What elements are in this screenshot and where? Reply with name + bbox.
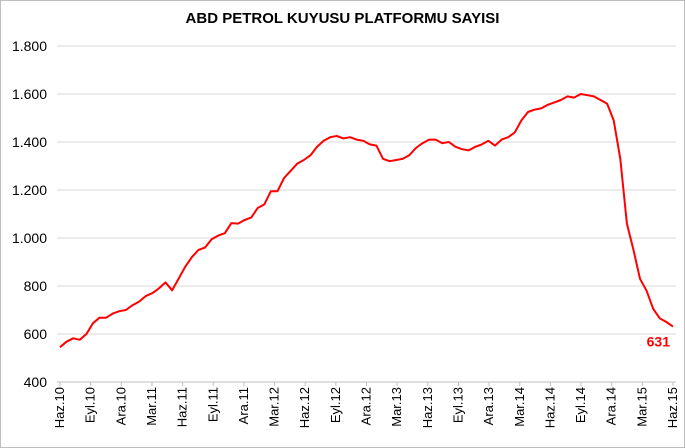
y-tick-label: 1.200 — [12, 182, 47, 198]
y-tick-label: 400 — [24, 374, 48, 390]
x-tick-label: Mar.14 — [512, 387, 527, 427]
y-tick-label: 1.400 — [12, 134, 47, 150]
x-tick-label: Haz.10 — [52, 387, 67, 428]
y-tick-label: 600 — [24, 326, 48, 342]
x-tick-label: Ara.10 — [113, 387, 128, 425]
x-tick-label: Ara.11 — [236, 387, 251, 424]
x-tick-label: Eyl.14 — [573, 387, 588, 423]
x-tick-label: Ara.12 — [359, 387, 374, 425]
series-line — [59, 93, 674, 348]
x-tick-label: Ara.13 — [481, 387, 496, 425]
y-tick-label: 800 — [24, 278, 48, 294]
x-tick-label: Eyl.12 — [328, 387, 343, 423]
x-tick-label: Eyl.13 — [450, 387, 465, 423]
x-tick-label: Eyl.10 — [83, 387, 98, 423]
x-axis-ticks: Haz.10 Eyl.10 Ara.10 Mar.11 Haz.11 Eyl.11 Ara.… — [52, 382, 680, 428]
last-value-label: 631 — [647, 334, 671, 350]
chart-title: ABD PETROL KUYUSU PLATFORMU SAYISI — [185, 10, 500, 27]
gridlines — [57, 45, 676, 383]
x-tick-label: Mar.11 — [144, 387, 159, 426]
x-tick-label: Haz.12 — [297, 387, 312, 428]
x-tick-label: Haz.14 — [542, 387, 557, 428]
x-tick-label: Mar.12 — [267, 387, 282, 427]
x-tick-label: Mar.13 — [389, 387, 404, 427]
series-group — [59, 93, 674, 348]
x-tick-label: Haz.15 — [665, 387, 680, 428]
y-tick-label: 1.600 — [12, 86, 47, 102]
y-tick-label: 1.800 — [12, 38, 47, 54]
y-axis-ticks: 400 600 800 1.000 1.200 1.400 1.600 1.800 — [12, 38, 47, 390]
x-tick-label: Haz.13 — [420, 387, 435, 428]
x-tick-label: Eyl.11 — [205, 387, 220, 422]
annotations: 631 — [647, 334, 671, 350]
x-tick-label: Ara.14 — [604, 387, 619, 425]
y-tick-label: 1.000 — [12, 230, 47, 246]
x-tick-label: Haz.11 — [175, 387, 190, 427]
x-tick-label: Mar.15 — [634, 387, 649, 427]
